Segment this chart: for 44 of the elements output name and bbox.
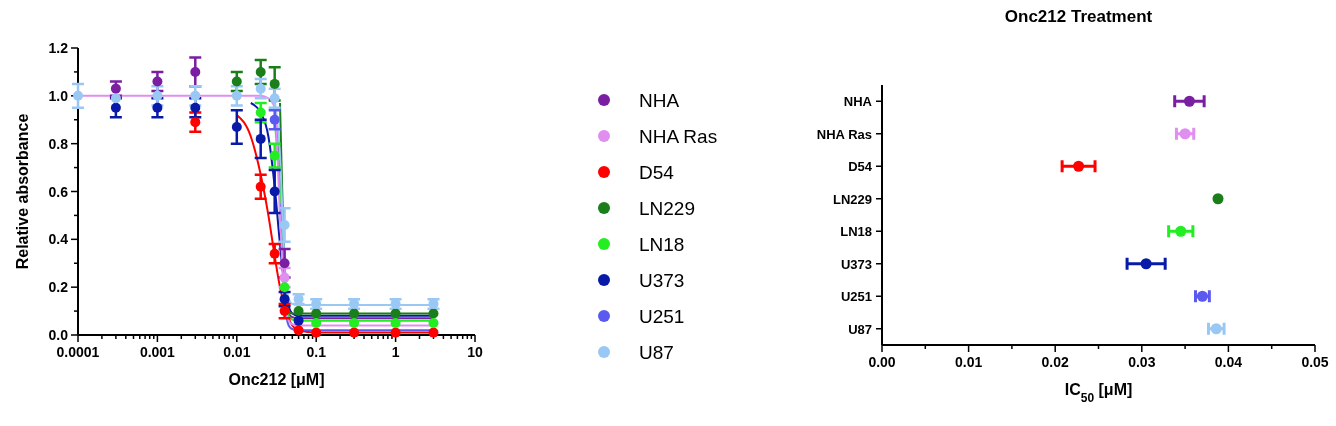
x-tick-label: 0.01 xyxy=(223,344,251,360)
point xyxy=(1212,193,1224,205)
legend-label: LN229 xyxy=(639,198,695,219)
x-tick-label: 10 xyxy=(467,344,483,360)
legend-label: U373 xyxy=(639,270,685,291)
x-tick-label: 0.001 xyxy=(139,344,176,360)
legend-label: NHA Ras xyxy=(639,126,718,147)
y-tick-label: LN229 xyxy=(832,191,872,207)
point xyxy=(1183,95,1195,107)
y-tick-label: NHA Ras xyxy=(816,126,872,142)
x-axis-title: Onc212 [μM] xyxy=(228,371,325,388)
y-tick-label: 0.4 xyxy=(48,231,69,248)
y-tick-label: U373 xyxy=(840,256,872,272)
chart-title: Onc212 Treatment xyxy=(1004,7,1153,26)
y-tick-label: 1.0 xyxy=(48,87,69,104)
y-tick-label: U251 xyxy=(840,289,872,305)
point xyxy=(1073,160,1085,172)
x-tick-label: 0.00 xyxy=(868,354,896,370)
legend-label: LN18 xyxy=(639,234,685,255)
legend-label: U87 xyxy=(639,342,674,363)
y-tick-label: LN18 xyxy=(840,224,872,240)
x-tick-label: 0.1 xyxy=(306,344,327,360)
legend-label: U251 xyxy=(639,306,685,327)
x-tick-label: 0.02 xyxy=(1041,354,1070,370)
point xyxy=(1175,225,1187,237)
point xyxy=(1140,258,1152,270)
x-tick-label: 0.01 xyxy=(954,354,983,370)
x-tick-label: 0.05 xyxy=(1301,354,1329,370)
legend-label: NHA xyxy=(639,90,680,111)
x-tick-label: 0.0001 xyxy=(56,344,100,360)
y-tick-label: 0.8 xyxy=(48,135,69,152)
y-tick-label: 0.0 xyxy=(48,327,69,343)
y-axis-title: Relative absorbance xyxy=(14,113,31,270)
y-tick-label: U87 xyxy=(848,321,872,337)
y-tick-label: 0.2 xyxy=(48,279,69,296)
x-tick-label: 0.03 xyxy=(1128,354,1156,370)
y-tick-label: D54 xyxy=(848,159,873,175)
y-tick-label: 1.2 xyxy=(48,40,69,56)
x-axis-title: IC$_{50}$ [μM] xyxy=(1064,381,1133,405)
y-tick-label: NHA xyxy=(843,94,873,110)
x-tick-label: 0.04 xyxy=(1214,354,1243,370)
y-tick-label: 0.6 xyxy=(48,183,69,200)
legend-label: D54 xyxy=(639,162,675,183)
x-tick-label: 1 xyxy=(391,344,400,360)
